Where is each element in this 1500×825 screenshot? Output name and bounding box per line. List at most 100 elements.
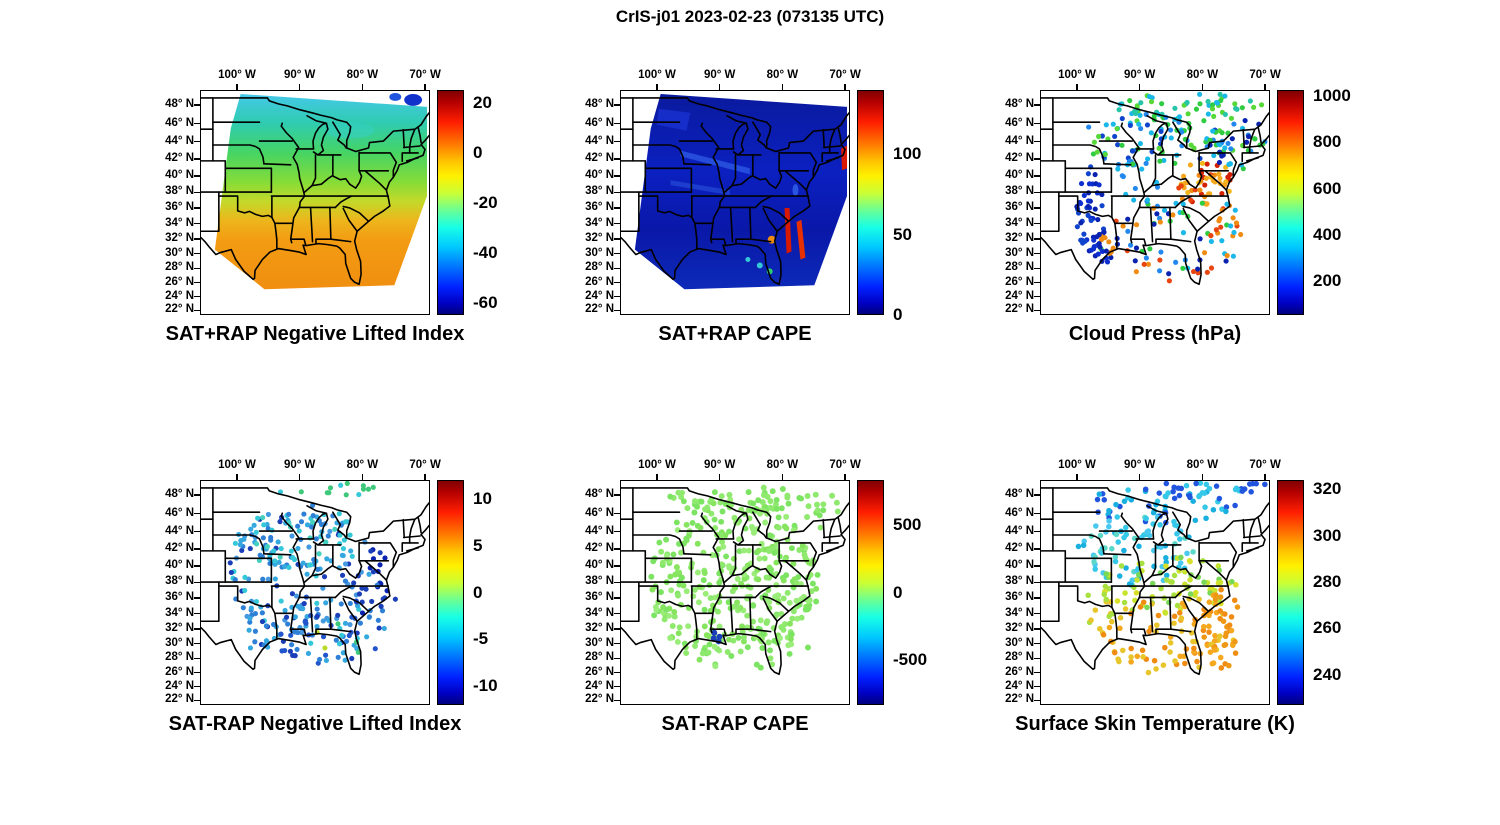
data-dot [1169,579,1175,585]
data-dot [314,623,320,630]
data-dot [1232,486,1239,493]
data-dot [238,537,244,544]
lon-tick-label: 100° W [638,459,676,471]
panel-sat-plus-rap-cape: SAT+RAP CAPE 100° W 90° W 80° W 70° W 48° N 4… [585,69,930,362]
data-dot [759,645,766,651]
lat-tick-mark [194,494,200,496]
lat-tick-label: 24° N [585,289,614,302]
data-dot [791,522,798,529]
data-dot [787,620,793,627]
colorbar-tick-label: -20 [473,192,498,212]
data-dot [1081,192,1087,199]
data-dot [745,547,752,554]
lon-tick-label: 70° W [829,69,861,81]
lon-tick-label: 70° W [409,459,441,471]
data-dot [1115,539,1121,545]
data-dot [1128,645,1134,652]
data-dot [1085,212,1091,218]
data-dot [783,513,790,520]
data-dot [1201,579,1207,585]
data-dot [1180,201,1186,207]
data-dot [764,493,771,500]
data-dot [1192,187,1198,193]
data-dot [1142,486,1149,493]
data-dot [289,533,295,539]
data-dot [676,624,683,631]
data-dot [336,511,342,517]
data-dot [1133,245,1140,251]
data-dot [1216,159,1223,166]
data-dot [1098,237,1105,243]
data-dot [320,585,326,591]
lat-tick-mark [194,175,200,177]
data-dot [1208,233,1214,239]
data-dot [1246,134,1252,140]
data-dot [1197,481,1204,486]
data-dot [1223,508,1229,515]
data-dot [1139,647,1146,654]
data-dot [295,545,301,551]
data-dot [750,618,757,625]
data-dot [344,481,350,486]
data-dot [694,540,701,547]
data-dot [288,632,294,638]
data-dot [668,587,675,594]
data-dot [1184,550,1190,557]
lon-tick-mark [424,84,426,90]
data-dot [322,645,328,651]
data-dot [775,524,782,531]
data-dot [295,603,301,609]
data-dot [1181,653,1187,660]
colorbar-tick-label: 280 [1313,572,1342,592]
data-dot [1121,534,1127,541]
data-dot [720,543,727,550]
data-dot [247,615,253,621]
data-dot [1171,572,1178,579]
data-dot [656,539,663,546]
data-patch [389,92,402,101]
data-dot [771,549,778,556]
data-dot [805,605,812,612]
data-dot [701,623,708,630]
data-dot [1210,128,1216,134]
lat-tick-label: 36° N [1005,201,1034,214]
lat-tick-mark [194,267,200,270]
data-dot [316,551,322,557]
data-dot [784,589,791,596]
lat-tick-label: 46° N [1005,506,1034,519]
lat-tick-label: 26° N [1005,665,1034,678]
data-dot [1193,481,1199,487]
data-dot [750,500,757,507]
data-dot [1223,258,1229,264]
data-dot [776,635,783,642]
data-dot [1187,162,1193,168]
data-patch [756,262,763,269]
colorbar [437,480,464,705]
data-dot [295,523,301,529]
lat-tick-mark [614,699,620,702]
data-dot [786,650,793,657]
data-dot [1129,148,1136,154]
lat-tick-mark [1034,671,1040,674]
data-dot [364,634,370,640]
data-dot [1252,136,1258,142]
colorbar-tick-label: 400 [1313,224,1342,244]
data-dot [1220,618,1227,625]
data-dot [670,551,677,558]
data-dot [1121,599,1128,606]
data-dot [680,498,687,505]
data-dot [714,608,721,615]
lat-tick-mark [614,281,620,284]
data-dot [1112,558,1119,565]
data-dot [1183,646,1190,652]
data-dot [804,644,811,651]
lat-tick-mark [614,238,620,240]
data-dot [1216,171,1222,177]
data-dot [778,505,785,512]
data-dot [1136,121,1142,127]
data-dot [1186,492,1193,499]
lat-tick-mark [1034,581,1040,584]
data-dot [1118,563,1125,569]
data-dot [1230,215,1236,221]
lon-tick-mark [656,474,658,480]
